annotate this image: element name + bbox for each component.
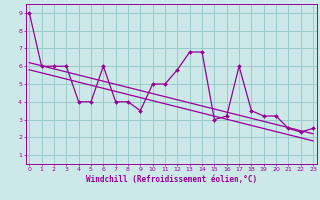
- X-axis label: Windchill (Refroidissement éolien,°C): Windchill (Refroidissement éolien,°C): [86, 175, 257, 184]
